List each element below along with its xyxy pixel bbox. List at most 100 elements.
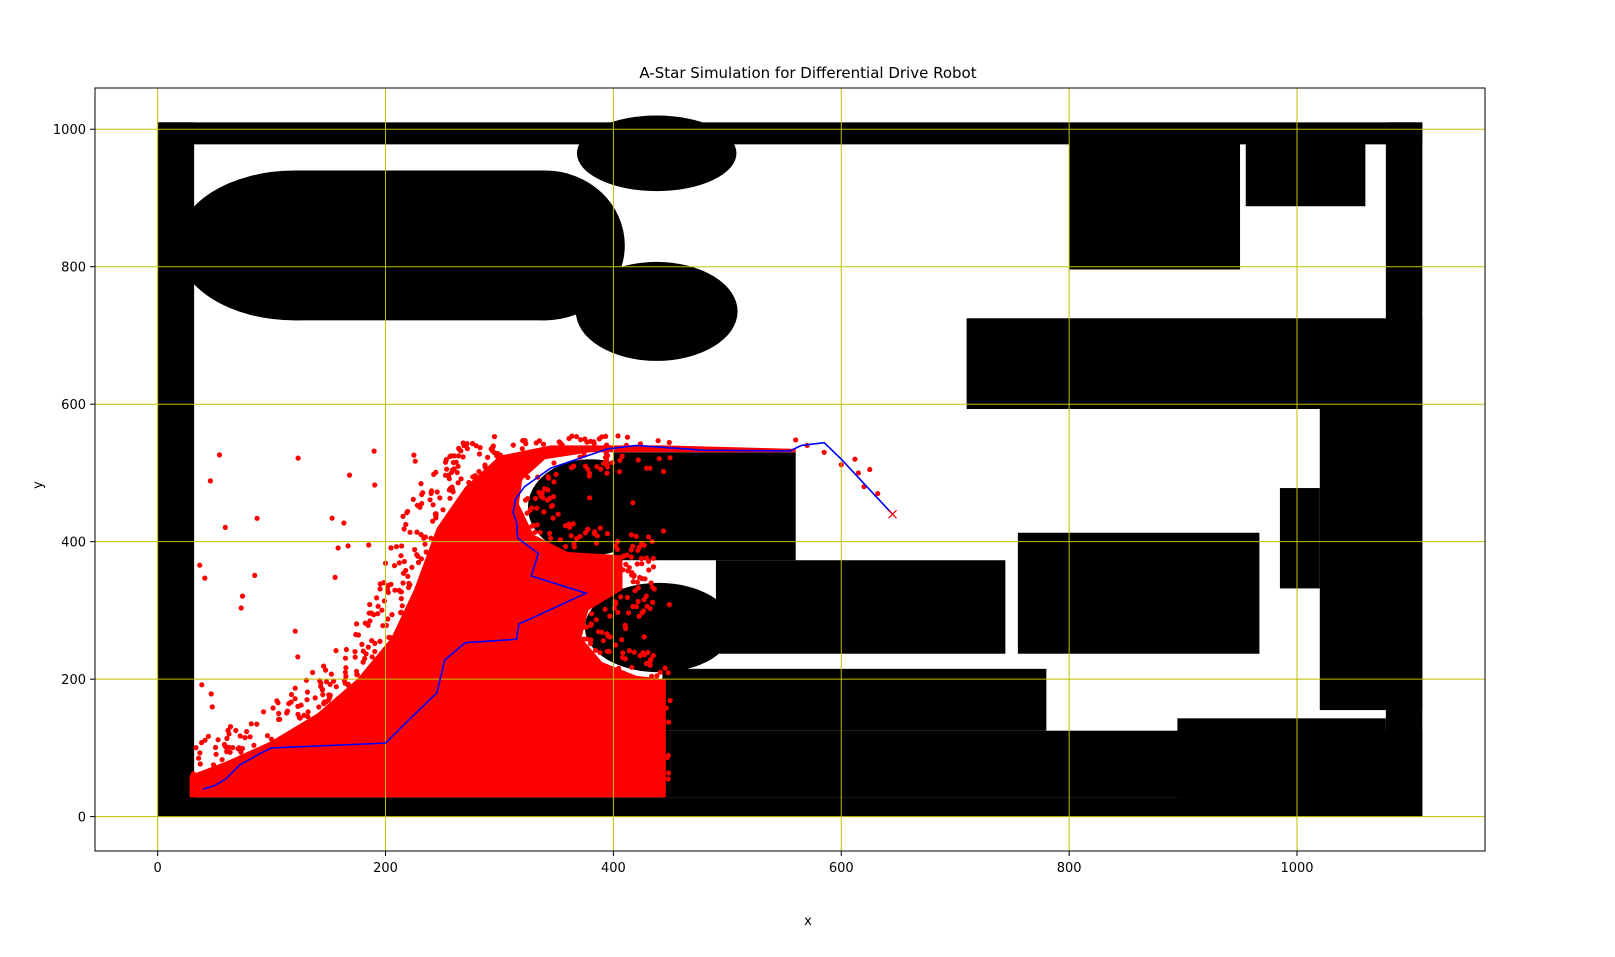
- explored-node: [647, 662, 653, 668]
- explored-node: [403, 521, 409, 528]
- explored-node: [353, 668, 360, 674]
- grid-lines: [95, 88, 1485, 851]
- explored-node: [619, 453, 625, 459]
- explored-node: [626, 648, 633, 654]
- explored-node: [605, 453, 611, 459]
- explored-node: [261, 709, 267, 715]
- explored-node: [422, 541, 428, 547]
- explored-node: [466, 479, 472, 486]
- explored-node: [447, 495, 453, 501]
- explored-node: [430, 518, 436, 524]
- y-tick-label: 200: [61, 673, 86, 688]
- explored-node: [247, 734, 253, 740]
- explored-node: [613, 642, 619, 648]
- explored-node: [571, 541, 577, 547]
- explored-node: [666, 602, 672, 608]
- explored-node: [619, 637, 625, 643]
- x-tick-label: 600: [829, 861, 854, 876]
- y-tick-label: 800: [61, 261, 86, 276]
- obstacle-ellipse: [575, 261, 738, 361]
- path-line: [202, 441, 894, 790]
- explored-node: [406, 584, 412, 591]
- explored-node: [532, 529, 538, 535]
- explored-node: [867, 466, 873, 473]
- explored-node: [321, 663, 327, 669]
- explored-node: [388, 581, 394, 587]
- explored-node: [470, 474, 476, 480]
- explored-node: [284, 710, 290, 716]
- explored-node: [298, 702, 304, 708]
- explored-node: [534, 522, 540, 528]
- explored-node: [316, 704, 322, 710]
- explored-node: [208, 691, 214, 697]
- explored-node: [587, 495, 593, 501]
- explored-node: [622, 622, 628, 628]
- explored-node: [400, 513, 406, 520]
- explored-node: [665, 776, 671, 782]
- explored-node: [525, 496, 531, 502]
- explored-node: [392, 587, 398, 593]
- explored-node: [650, 599, 656, 606]
- explored-node: [821, 449, 827, 455]
- explored-node: [497, 452, 503, 458]
- explored-node: [199, 740, 205, 746]
- explored-node: [632, 588, 638, 594]
- explored-node: [620, 650, 626, 656]
- explored-node: [667, 455, 673, 461]
- explored-node: [634, 579, 641, 585]
- explored-node: [656, 456, 662, 462]
- explored-node: [623, 561, 629, 567]
- explored-node: [421, 535, 427, 541]
- explored-node: [254, 515, 260, 521]
- explored-node: [578, 437, 584, 443]
- explored-node: [615, 609, 621, 615]
- explored-node: [645, 534, 652, 540]
- explored-node: [604, 464, 611, 470]
- explored-node: [629, 664, 635, 670]
- explored-node: [634, 561, 640, 567]
- explored-node: [305, 714, 311, 720]
- explored-node: [450, 460, 456, 466]
- explored-node: [620, 567, 626, 573]
- explored-node: [405, 508, 411, 515]
- explored-node: [553, 471, 559, 477]
- explored-node: [566, 521, 572, 527]
- explored-node: [305, 709, 311, 715]
- explored-node: [532, 495, 539, 502]
- explored-node: [631, 573, 637, 580]
- obstacle-ellipse: [465, 170, 625, 321]
- explored-node: [568, 533, 574, 539]
- explored-node: [566, 435, 572, 442]
- explored-node: [551, 479, 557, 485]
- chart-title: A-Star Simulation for Differential Drive…: [639, 64, 976, 82]
- explored-node: [639, 540, 645, 547]
- explored-node: [655, 438, 661, 444]
- explored-node: [407, 529, 413, 535]
- explored-node: [639, 575, 645, 582]
- obstacle-rect: [157, 797, 1423, 817]
- obstacle-rect: [715, 560, 1006, 654]
- explored-node: [584, 526, 591, 533]
- y-axis-ticks: 0 200 400 600 800 1000: [53, 123, 95, 826]
- explored-node: [592, 647, 599, 653]
- y-tick-label: 400: [61, 536, 86, 551]
- explored-node: [667, 697, 673, 704]
- explored-node: [239, 745, 246, 752]
- explored-node: [377, 638, 383, 645]
- explored-node: [276, 710, 282, 717]
- explored-node: [641, 634, 647, 640]
- explored-node: [540, 441, 547, 447]
- explored-node: [374, 595, 380, 601]
- explored-node: [529, 505, 535, 511]
- explored-node: [205, 733, 211, 739]
- explored-node: [570, 521, 576, 527]
- explored-node: [625, 610, 632, 616]
- explored-node: [367, 601, 373, 608]
- explored-node: [550, 494, 557, 500]
- explored-node: [304, 697, 310, 703]
- explored-node: [476, 468, 482, 475]
- explored-node: [455, 480, 461, 486]
- plot-area: [95, 88, 1485, 851]
- explored-node: [650, 555, 656, 561]
- explored-node: [660, 528, 667, 534]
